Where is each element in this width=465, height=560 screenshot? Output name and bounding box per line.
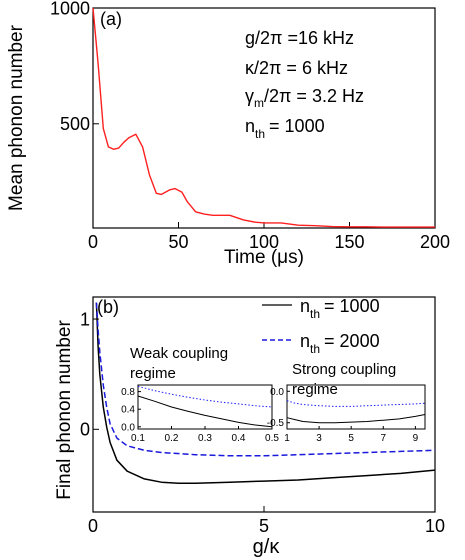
legend-entry-2000: nth = 2000	[300, 331, 380, 356]
inset-strong-xtick-label: 1	[284, 433, 290, 444]
panel-a-xtick-label: 200	[420, 232, 450, 252]
annotation-nth-sub: th	[255, 127, 265, 141]
inset-weak-marks	[137, 385, 273, 428]
annotation-g: g/2π =16 kHz	[245, 28, 354, 48]
inset-strong-series-1	[286, 400, 426, 407]
inset-strong-ticks: 1 3 5 7 9 -0.5 0.0	[267, 387, 419, 444]
inset-weak-xtick-label: 0.1	[131, 433, 145, 444]
inset-strong: Strong coupling regime 1 3 5 7 9 -0.5 0.0	[267, 361, 426, 444]
inset-weak-ticks: 0.1 0.2 0.3 0.4 0.5 0.0 0.4 0.8	[121, 387, 279, 444]
inset-weak-xtick-label: 0.4	[232, 433, 246, 444]
inset-weak-title-2: regime	[130, 365, 176, 382]
panel-b-label: (b)	[97, 297, 119, 317]
inset-strong-series-0	[286, 414, 426, 424]
legend-1000-n: n	[300, 296, 310, 316]
inset-weak-title-1: Weak coupling	[130, 345, 228, 362]
inset-strong-frame	[286, 384, 426, 430]
inset-weak: Weak coupling regime 0.1 0.2 0.3 0.4 0.50.00…	[121, 345, 279, 444]
legend-2000-sub: th	[310, 342, 320, 356]
annotation-gamma-rest: /2π = 3.2 Hz	[264, 86, 364, 106]
panel-b-xlabel: g/κ	[253, 536, 281, 558]
inset-weak-xtick-label: 0.5	[265, 433, 279, 444]
inset-weak-ytick-label: 0.4	[121, 405, 135, 416]
annotation-nth: nth = 1000	[245, 116, 325, 141]
panel-a-series-0	[92, 7, 435, 228]
inset-weak-xtick-label: 0.2	[165, 433, 179, 444]
legend: nth = 1000 nth = 2000	[262, 296, 380, 356]
inset-weak-frame	[137, 384, 273, 430]
panel-a: 0 50 100 150 200 500 1000 (a) Time (μs) Mean p…	[6, 0, 450, 268]
legend-1000-sub: th	[310, 307, 320, 321]
legend-2000-n: n	[300, 331, 310, 351]
panel-a-ticks: 0 50 100 150 200 500 1000	[50, 0, 450, 252]
panel-a-xtick-label: 100	[249, 232, 279, 252]
panel-b-ticks: 0 5 10 0 1	[80, 309, 445, 536]
annotation-gamma: γm/2π = 3.2 Hz	[245, 86, 364, 110]
legend-2000-rest: = 2000	[324, 331, 380, 351]
panel-a-ytick-label: 1000	[50, 0, 90, 18]
annotation-nth-symbol: n	[245, 116, 255, 136]
panel-b-frame	[92, 296, 436, 513]
panel-b-ylabel: Final phonon number	[54, 320, 75, 500]
panel-a-marks	[92, 7, 435, 228]
inset-strong-title-1: Strong coupling	[292, 361, 396, 378]
panel-a-xtick-label: 50	[168, 232, 188, 252]
panel-b-marks	[95, 302, 436, 485]
panel-b-xtick-label: 10	[425, 516, 445, 536]
panel-b-xtick-label: 0	[88, 516, 98, 536]
annotation-nth-rest: = 1000	[269, 116, 325, 136]
inset-strong-xtick-label: 3	[316, 433, 322, 444]
inset-strong-ytick-label: 0.0	[270, 387, 284, 398]
panel-a-ylabel: Mean phonon number	[6, 24, 27, 211]
legend-1000-rest: = 1000	[324, 296, 380, 316]
legend-entry-1000: nth = 1000	[300, 296, 380, 321]
panel-a-xlabel: Time (μs)	[224, 247, 304, 268]
inset-strong-xtick-label: 9	[413, 433, 419, 444]
inset-weak-ytick-label: 0.0	[121, 422, 135, 433]
inset-weak-series-1	[137, 385, 273, 408]
inset-weak-xtick-label: 0.3	[198, 433, 212, 444]
panel-b-series-1	[95, 302, 436, 457]
inset-strong-ytick-label: -0.5	[267, 418, 285, 429]
panel-a-ytick-label: 500	[60, 114, 90, 134]
inset-strong-xtick-label: 5	[348, 433, 354, 444]
panel-b-ytick-label: 1	[80, 309, 90, 329]
inset-strong-marks	[286, 400, 426, 424]
inset-weak-ytick-label: 0.8	[121, 387, 135, 398]
inset-weak-series-0	[137, 395, 273, 428]
panel-a-xtick-label: 0	[88, 232, 98, 252]
inset-strong-title-2: regime	[292, 381, 338, 398]
annotation-gamma-symbol: γ	[245, 86, 254, 106]
annotation-kappa: κ/2π = 6 kHz	[245, 58, 348, 78]
panel-a-xtick-label: 150	[334, 232, 364, 252]
panel-b-series-0	[95, 302, 436, 485]
panel-b-xtick-label: 5	[259, 516, 269, 536]
panel-a-label: (a)	[100, 9, 122, 29]
annotation-gamma-sub: m	[254, 96, 264, 110]
panel-b-ytick-label: 0	[80, 420, 90, 440]
inset-strong-xtick-label: 7	[380, 433, 386, 444]
